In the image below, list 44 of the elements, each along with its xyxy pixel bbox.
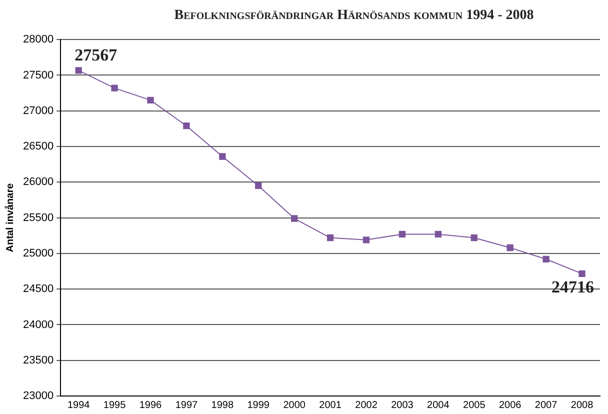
x-tick-label: 2000: [283, 400, 306, 411]
point: [75, 67, 82, 74]
point: [291, 215, 298, 222]
y-tick-label: 27000: [22, 104, 54, 117]
chart-title: Befolkningsförändringar Härnösands kommun 1994 - 2008: [173, 8, 535, 24]
x-tick-label: 2002: [355, 400, 378, 411]
data-label: 27567: [74, 45, 118, 64]
y-tick-label: 26000: [22, 176, 54, 188]
point: [147, 96, 154, 104]
x-tick-label: 1994: [67, 400, 90, 411]
x-tick-label: 2008: [570, 400, 594, 411]
point: [434, 230, 442, 238]
y-tick-label: 24000: [22, 318, 54, 331]
point: [255, 182, 262, 190]
y-tick-label: 23000: [22, 390, 54, 402]
point: [183, 122, 190, 130]
y-tick-label: 26500: [22, 140, 54, 153]
x-tick-label: 2001: [319, 400, 342, 411]
x-tick-label: 2005: [463, 400, 486, 411]
point: [506, 244, 514, 252]
point: [219, 153, 226, 160]
y-tick-label: 28000: [22, 34, 54, 46]
point: [578, 270, 586, 278]
x-tick-label: 2006: [498, 400, 522, 411]
y-axis-title: Antal invånare: [4, 182, 16, 252]
y-tick-label: 25500: [22, 212, 54, 224]
point: [362, 236, 370, 244]
y-tick-label: 24500: [22, 283, 54, 296]
x-tick-label: 1998: [211, 400, 234, 411]
point: [398, 230, 406, 238]
x-tick-label: 1996: [139, 400, 162, 411]
x-tick-label: 1997: [175, 400, 198, 411]
point: [542, 256, 550, 262]
y-tick-label: 25000: [22, 247, 54, 260]
x-tick-label: 1999: [247, 400, 270, 411]
y-tick-label: 27500: [22, 69, 54, 82]
x-tick-label: 2003: [391, 400, 414, 411]
point: [326, 234, 334, 242]
point: [111, 84, 118, 92]
y-tick-label: 23500: [22, 354, 54, 366]
x-tick-label: 2004: [427, 400, 450, 411]
x-tick-label: 1995: [103, 400, 126, 411]
x-tick-label: 2007: [534, 400, 558, 411]
point: [470, 234, 478, 242]
